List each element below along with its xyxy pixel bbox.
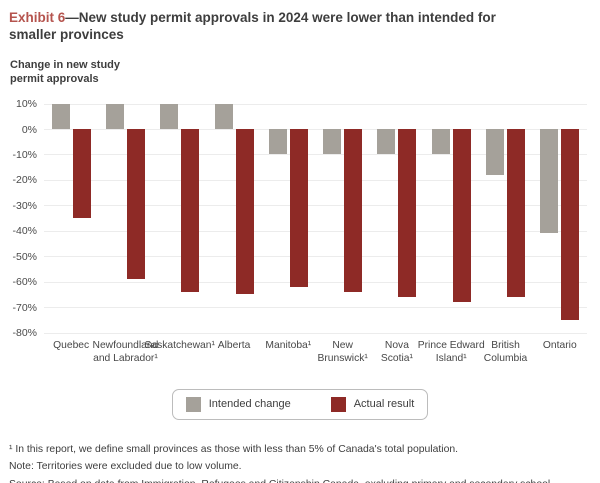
bar-intended-change — [51, 103, 70, 129]
y-tick-label: -40% — [12, 225, 37, 238]
x-axis-label-text: British Columbia — [483, 339, 528, 364]
bar-intended-change — [377, 129, 396, 155]
x-axis-label: Saskatchewan¹ — [145, 339, 215, 367]
legend-label-actual: Actual result — [353, 398, 415, 411]
gridline — [44, 103, 587, 105]
gridline — [44, 179, 587, 181]
bar-chart: 10% 0% -10% -20% -30% -40% -50% -60% -70% -80% — [12, 98, 587, 339]
bar-intended-change — [431, 129, 450, 155]
y-axis-title: Change in new study permit approvals — [10, 58, 121, 86]
chart-legend: Intended change Actual result — [172, 388, 428, 420]
gridline — [44, 256, 587, 258]
x-axis-label: Prince Edward Island¹ — [418, 339, 485, 367]
exhibit-title: Exhibit 6—New study permit approvals in … — [0, 0, 556, 44]
x-axis-label-text: Manitoba¹ — [265, 339, 312, 351]
y-tick-label: -10% — [12, 148, 37, 161]
actual-result-swatch — [330, 396, 346, 412]
x-axis-label-text: Nova Scotia¹ — [380, 339, 413, 364]
y-tick-label: 10% — [15, 98, 37, 111]
exhibit-label: Exhibit 6 — [9, 10, 66, 25]
bar-intended-change — [486, 129, 505, 175]
plot-area: 10% 0% -10% -20% -30% -40% -50% -60% -70% -80% — [12, 98, 587, 339]
x-axis-label-text: Saskatchewan¹ — [144, 339, 215, 351]
x-axis-label: Manitoba¹ — [261, 339, 315, 367]
bar-actual-result — [181, 129, 200, 292]
x-axis-label: British Columbia — [478, 339, 532, 367]
gridline — [44, 129, 587, 130]
x-axis-label-text: Ontario — [542, 339, 577, 351]
gridline — [44, 307, 587, 309]
bar-actual-result — [289, 129, 308, 287]
gridline — [44, 281, 587, 283]
bar-actual-result — [561, 129, 580, 320]
bar-actual-result — [344, 129, 363, 292]
x-axis-label: Quebec — [44, 339, 98, 367]
x-axis-label: Ontario — [533, 339, 587, 367]
bar-actual-result — [126, 129, 145, 280]
bar-intended-change — [105, 103, 124, 129]
x-axis-label-text: Newfoundland and Labrador¹ — [92, 339, 159, 364]
y-tick-label: -30% — [12, 199, 37, 212]
legend-item-actual: Actual result — [330, 396, 415, 412]
intended-change-swatch — [185, 396, 201, 412]
gridline — [44, 230, 587, 232]
bar-intended-change — [268, 129, 287, 155]
bar-actual-result — [72, 129, 91, 219]
legend-item-intended: Intended change — [185, 396, 291, 412]
footnote-source: Source: Based on data from Immigration, … — [9, 476, 590, 483]
bar-intended-change — [323, 129, 342, 155]
bar-intended-change — [214, 103, 233, 129]
x-axis-label-text: New Brunswick¹ — [317, 339, 368, 364]
y-tick-label: -70% — [12, 301, 37, 314]
x-axis-label: Newfoundland and Labrador¹ — [93, 339, 159, 367]
bar-actual-result — [452, 129, 471, 303]
y-tick-label: -20% — [12, 174, 37, 187]
x-axis-label: Nova Scotia¹ — [370, 339, 424, 367]
y-tick-label: -50% — [12, 250, 37, 263]
x-axis-label: New Brunswick¹ — [315, 339, 369, 367]
y-tick-label: 0% — [21, 123, 37, 136]
legend-label-intended: Intended change — [208, 398, 291, 411]
x-axis-label-text: Prince Edward Island¹ — [417, 339, 485, 364]
gridline — [44, 332, 587, 334]
y-tick-label: -80% — [12, 327, 37, 340]
bar-intended-change — [160, 103, 179, 129]
x-axis-label: Alberta — [207, 339, 261, 367]
footnotes: ¹ In this report, we define small provin… — [9, 441, 590, 483]
gridline — [44, 154, 587, 156]
x-axis-label-text: Alberta — [217, 339, 251, 351]
exhibit-title-text: —New study permit approvals in 2024 were… — [9, 10, 496, 43]
x-axis-labels: Quebec Newfoundland and Labrador¹ Saskatch… — [44, 339, 587, 367]
bar-actual-result — [235, 129, 254, 295]
footnote-definition: ¹ In this report, we define small provin… — [9, 443, 459, 455]
footnote-note: Note: Territories were excluded due to l… — [9, 461, 242, 473]
gridline — [44, 205, 587, 207]
bar-actual-result — [507, 129, 526, 297]
x-axis-label-text: Quebec — [53, 339, 90, 351]
bar-actual-result — [398, 129, 417, 297]
bar-intended-change — [540, 129, 559, 234]
y-tick-label: -60% — [12, 276, 37, 289]
